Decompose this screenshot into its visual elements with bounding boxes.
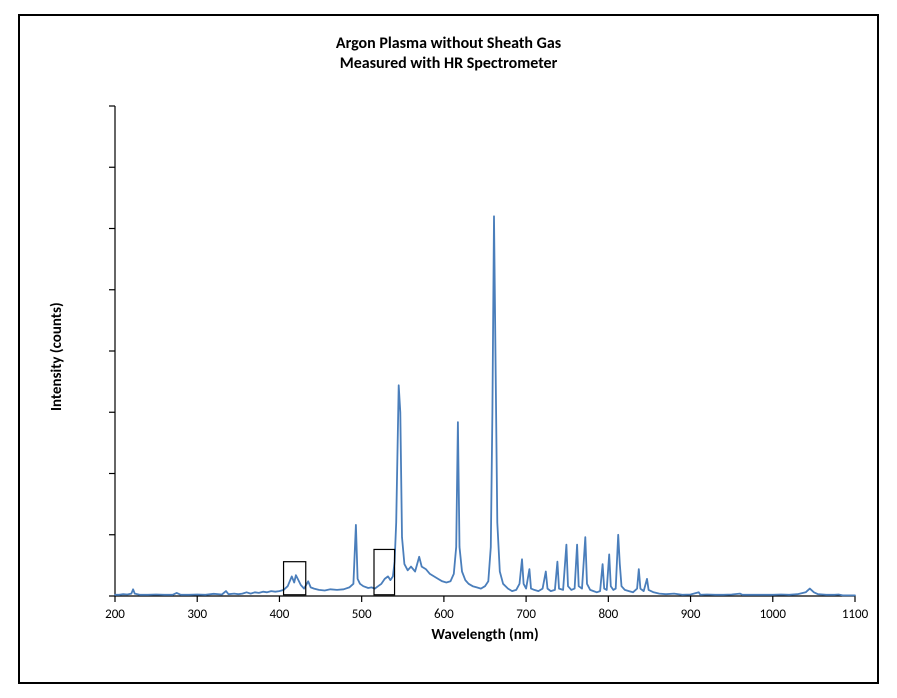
x-tick-label: 300	[187, 607, 207, 622]
chart-title: Argon Plasma without Sheath Gas Measured…	[20, 34, 877, 74]
chart-frame: Argon Plasma without Sheath Gas Measured…	[18, 14, 879, 684]
x-tick-label: 1000	[760, 607, 787, 622]
x-tick-label: 1100	[842, 607, 869, 622]
x-tick-label: 400	[270, 607, 290, 622]
y-axis-title: Intensity (counts)	[48, 302, 66, 411]
chart-title-line1: Argon Plasma without Sheath Gas	[20, 34, 877, 54]
spectrum-line	[115, 216, 855, 595]
x-tick-label: 600	[434, 607, 454, 622]
x-tick-label: 800	[598, 607, 618, 622]
plot-area: 0500100015002000250030003500400020030040…	[105, 96, 897, 646]
page: Argon Plasma without Sheath Gas Measured…	[0, 0, 897, 698]
x-tick-label: 700	[516, 607, 536, 622]
x-tick-label: 200	[105, 607, 125, 622]
x-tick-label: 900	[681, 607, 701, 622]
chart-title-line2: Measured with HR Spectrometer	[20, 54, 877, 74]
x-tick-label: 500	[352, 607, 372, 622]
